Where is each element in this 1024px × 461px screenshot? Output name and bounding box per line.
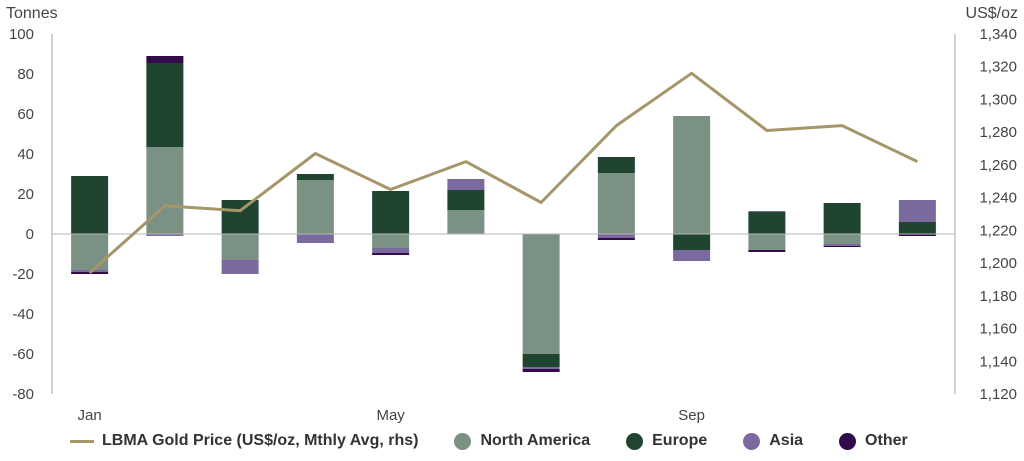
bar-europe-sep [673,234,711,250]
y2-tick-label: 1,300 [979,91,1017,108]
x-tick-label: Sep [678,407,705,424]
y2-tick-label: 1,280 [979,124,1017,141]
bar-europe-mar [221,200,259,234]
bar-asia-oct [748,211,786,212]
bar-europe-jan [71,176,109,234]
y2-tick-label: 1,340 [979,26,1017,43]
x-tick-label: May [376,407,405,424]
y2-tick-label: 1,220 [979,222,1017,239]
x-tick-label: Jan [78,407,102,424]
bar-other-aug [597,238,635,240]
y-tick-label: 60 [17,106,34,123]
bar-other-dec [898,234,936,236]
y-tick-label: -20 [12,266,34,283]
legend-dot-swatch [454,432,472,450]
y-tick-label: 0 [26,226,34,243]
y-tick-label: 80 [17,66,34,83]
bar-asia-apr [296,234,334,243]
y2-tick-label: 1,240 [979,190,1017,207]
bar-europe-may [372,191,410,234]
legend-dot-swatch [839,432,857,450]
bar-europe-jun [447,190,485,210]
y-tick-label: -80 [12,386,34,403]
y2-axis-title: US$/oz [966,5,1018,22]
legend-dot-swatch [743,432,761,450]
legend-label: North America [480,432,591,449]
legend-label: Other [865,432,908,449]
bar-asia-nov [823,244,861,246]
y2-tick-label: 1,140 [979,353,1017,370]
bar-europe-dec [898,222,936,234]
bar-north-america-mar [221,234,259,260]
gold-price-line [88,71,919,275]
bar-asia-may [372,248,410,253]
bar-north-america-sep [673,116,711,234]
legend-label: Europe [652,432,708,449]
y-tick-label: -60 [12,346,34,363]
bar-north-america-feb [146,147,184,234]
bar-north-america-aug [597,173,635,234]
legend-label: LBMA Gold Price (US$/oz, Mthly Avg, rhs) [102,432,419,449]
bar-europe-nov [823,203,861,234]
y-tick-label: 100 [9,26,34,43]
bar-series [52,56,955,372]
legend-label: Asia [769,432,804,449]
y2-tick-label: 1,260 [979,157,1017,174]
bar-other-jan [71,272,109,274]
bar-other-jul [522,369,560,372]
bar-other-oct [748,250,786,252]
y2-tick-label: 1,160 [979,321,1017,338]
legend-item-north-america: North America [454,432,590,450]
bar-north-america-jul [522,234,560,354]
y2-tick-label: 1,180 [979,288,1017,305]
bar-asia-dec [898,200,936,222]
bar-north-america-oct [748,234,786,250]
bar-europe-aug [597,157,635,173]
bar-north-america-jan [71,234,109,270]
bar-europe-jul [522,354,560,367]
bar-europe-feb [146,63,184,147]
y-tick-label: 20 [17,186,34,203]
legend-item-europe: Europe [626,432,707,450]
legend-item-other: Other [839,432,908,450]
legend: LBMA Gold Price (US$/oz, Mthly Avg, rhs)… [70,428,944,454]
bar-europe-oct [748,212,786,234]
y-tick-label: 40 [17,146,34,163]
legend-item-asia: Asia [743,432,803,450]
bar-asia-jul [522,367,560,369]
line-series [88,71,919,275]
y2-tick-label: 1,200 [979,255,1017,272]
legend-item-gold-price: LBMA Gold Price (US$/oz, Mthly Avg, rhs) [70,432,418,450]
bar-asia-feb [146,234,184,236]
bar-north-america-jun [447,210,485,234]
bar-asia-sep [673,250,711,261]
legend-dot-swatch [626,432,644,450]
bar-other-may [372,253,410,255]
bar-asia-aug [597,234,635,238]
bar-north-america-apr [296,180,334,234]
bar-north-america-nov [823,234,861,244]
y2-tick-label: 1,120 [979,386,1017,403]
left-tick-labels: 100 80 60 40 20 0 -20 -40 -60 -80 [9,26,34,403]
y-tick-label: -40 [12,306,34,323]
bar-other-feb [146,56,184,63]
x-tick-labels: Jan May Sep [78,407,705,424]
bar-asia-mar [221,260,259,274]
bar-north-america-may [372,234,410,248]
legend-line-swatch [70,439,94,443]
bar-other-nov [823,246,861,247]
bar-asia-jun [447,179,485,190]
right-tick-labels: 1,340 1,320 1,300 1,280 1,260 1,240 1,220 1,200… [979,26,1017,403]
y2-tick-label: 1,320 [979,59,1017,76]
bar-europe-apr [296,174,334,180]
y-axis-title: Tonnes [6,5,58,22]
